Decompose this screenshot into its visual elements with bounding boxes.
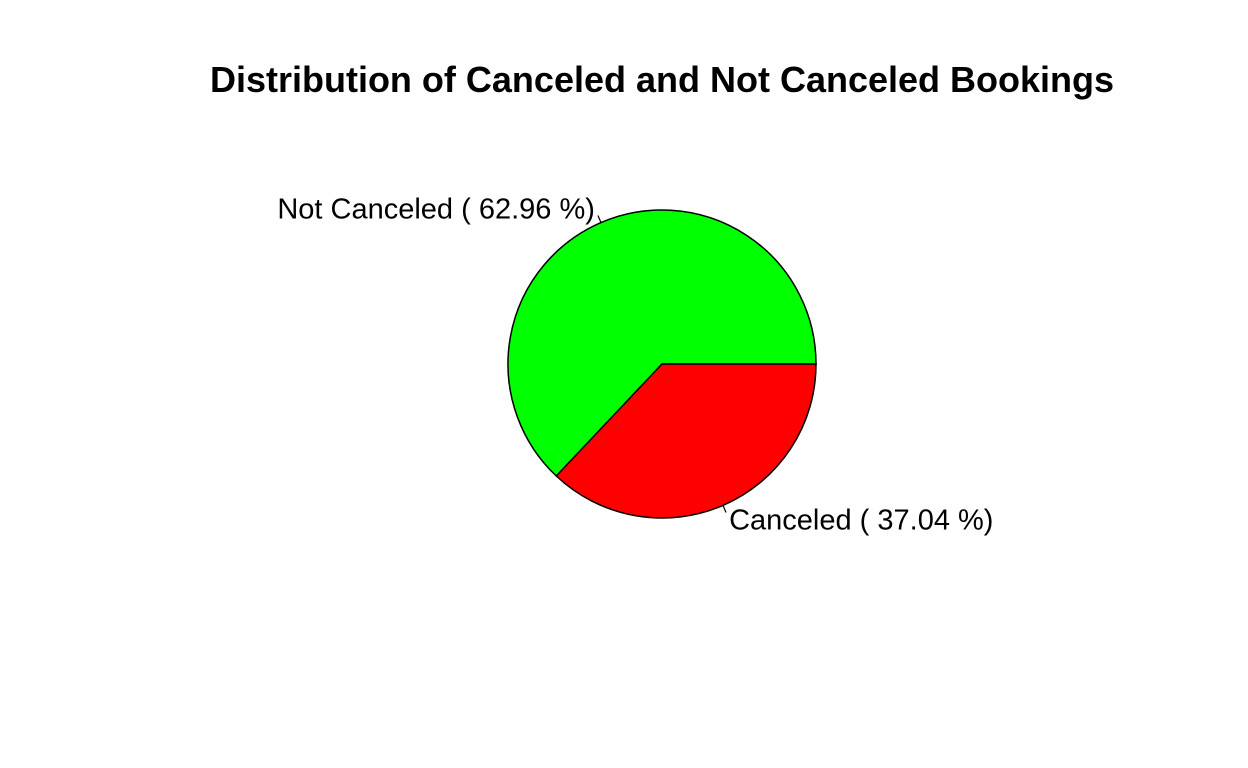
pie-slice-not-canceled bbox=[507, 209, 817, 478]
pie-labels: Not Canceled ( 62.96 %) Canceled ( 37.04 … bbox=[277, 193, 993, 536]
slice-label: Not Canceled ( 62.96 %) bbox=[277, 193, 595, 225]
pie-slices bbox=[507, 209, 817, 519]
pie-slice-canceled bbox=[555, 363, 817, 519]
leader-line bbox=[722, 505, 727, 513]
slice-label: Canceled ( 37.04 %) bbox=[729, 505, 993, 537]
leader-line bbox=[597, 215, 602, 223]
chart-title: Distribution of Canceled and Not Cancele… bbox=[210, 59, 1114, 100]
